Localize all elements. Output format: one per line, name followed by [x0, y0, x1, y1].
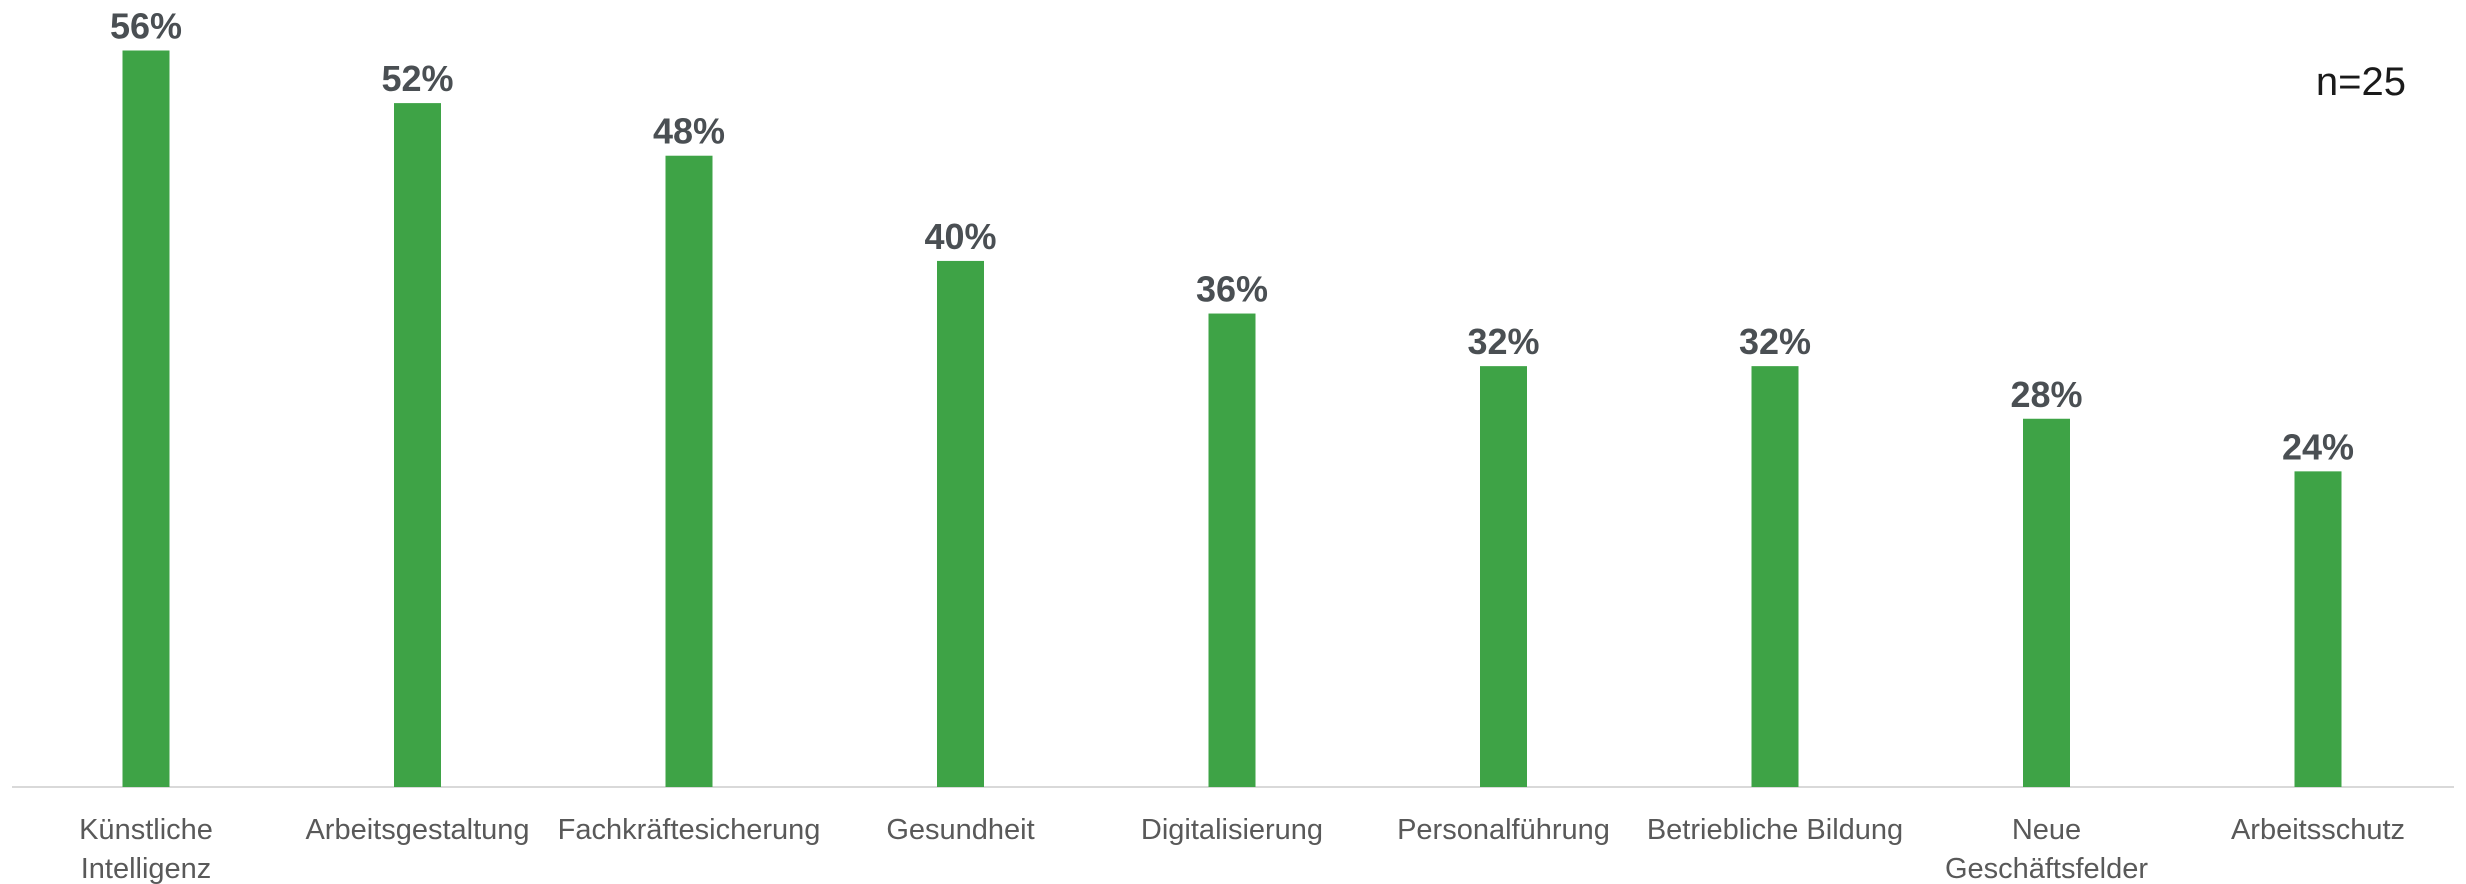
category-label: Betriebliche Bildung: [1647, 814, 1903, 846]
bar: [394, 103, 441, 788]
bar: [937, 260, 984, 787]
bar: [2023, 418, 2070, 787]
data-label: 24%: [2282, 426, 2354, 467]
category-label: Intelligenz: [81, 853, 212, 884]
data-label: 48%: [653, 111, 725, 152]
category-label: Neue: [2012, 814, 2081, 846]
data-label: 52%: [381, 58, 453, 99]
bar: [665, 155, 713, 787]
bar: [122, 50, 170, 787]
data-label: 56%: [110, 6, 182, 47]
category-label: Geschäftsfelder: [1945, 853, 2148, 884]
bar: [1751, 366, 1799, 787]
data-label: 28%: [2010, 374, 2082, 415]
bar: [1208, 313, 1256, 787]
category-label: Fachkräftesicherung: [558, 814, 821, 846]
category-label: Gesundheit: [886, 814, 1034, 846]
category-label: Künstliche: [79, 814, 213, 846]
data-label: 40%: [924, 216, 996, 257]
sample-size-annotation: n=25: [2316, 60, 2406, 104]
data-label: 32%: [1467, 321, 1539, 362]
category-label: Digitalisierung: [1141, 814, 1323, 846]
category-label: Personalführung: [1397, 814, 1610, 846]
data-label: 36%: [1196, 269, 1268, 310]
bar: [2294, 471, 2342, 787]
category-label: Arbeitsgestaltung: [305, 814, 529, 846]
data-label: 32%: [1739, 321, 1811, 362]
category-label: Arbeitsschutz: [2231, 814, 2405, 846]
bar: [1480, 366, 1527, 787]
